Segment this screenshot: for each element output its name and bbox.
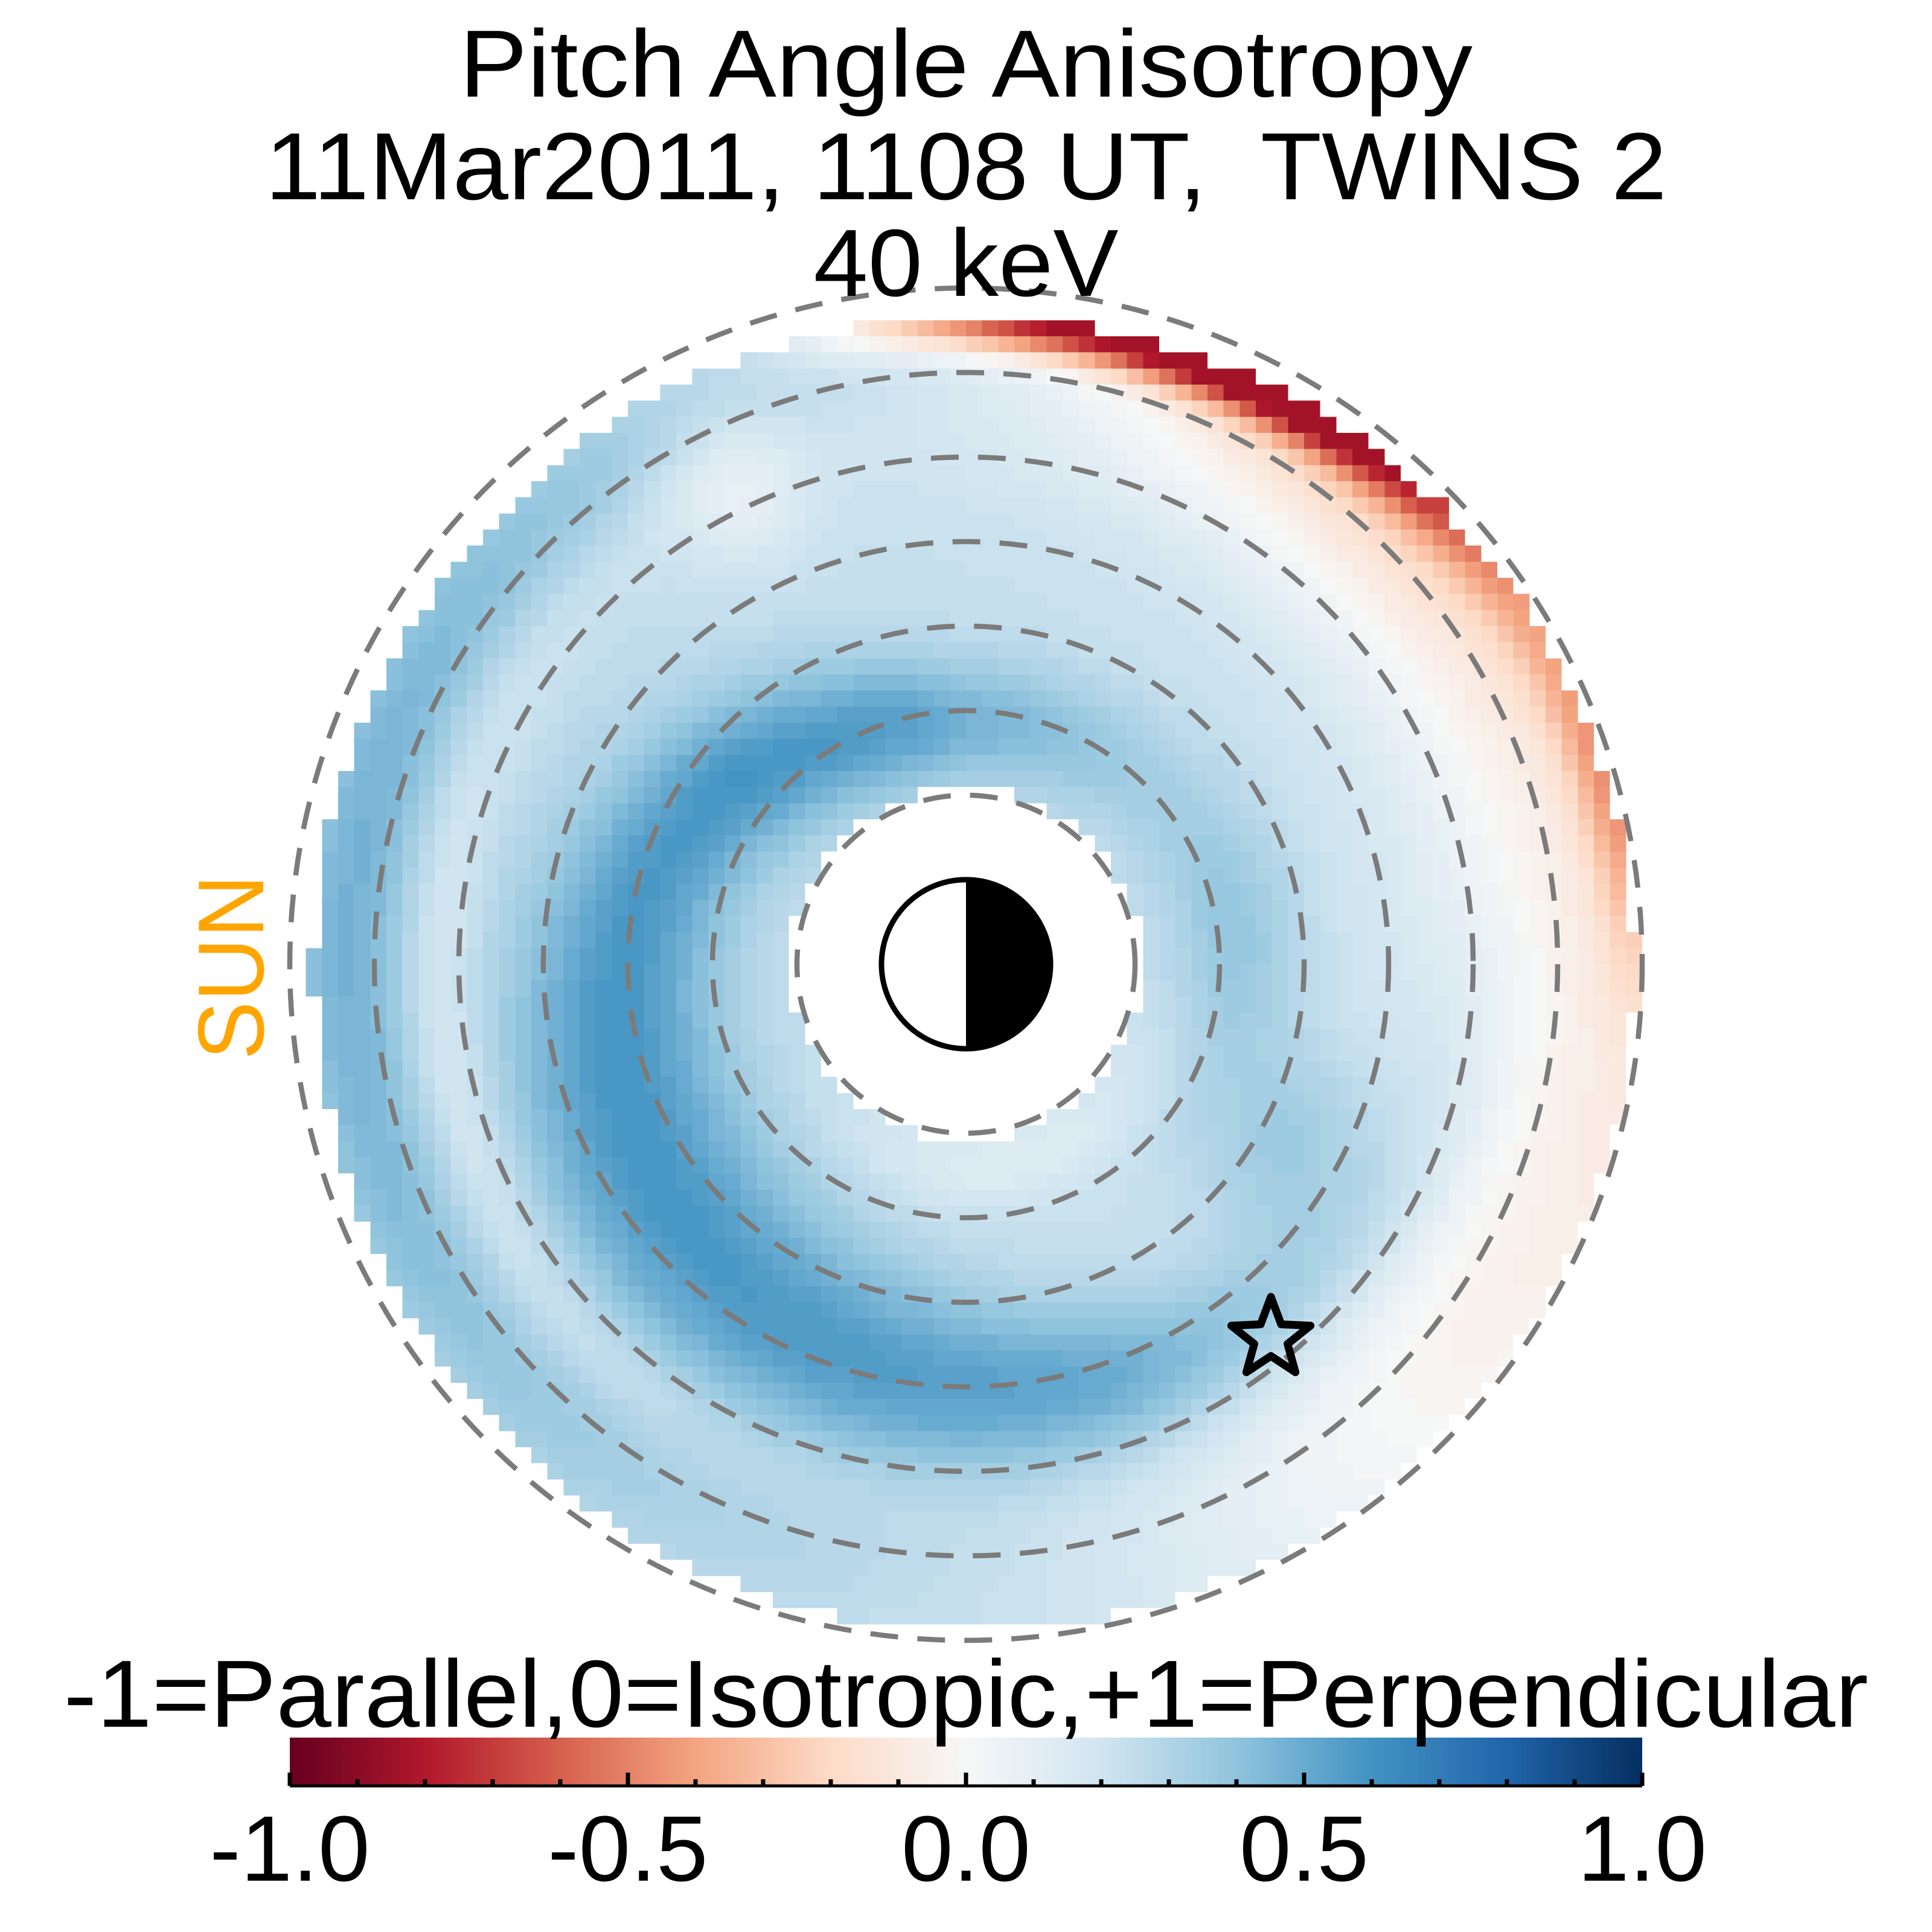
svg-text:0.5: 0.5 [1239, 1797, 1369, 1901]
svg-text:-0.5: -0.5 [548, 1797, 708, 1901]
svg-text:SUN: SUN [179, 875, 283, 1060]
svg-text:40 keV: 40 keV [814, 210, 1119, 316]
svg-text:1.0: 1.0 [1578, 1797, 1707, 1901]
svg-text:-1=Parallel,0=Isotropic,+1=Per: -1=Parallel,0=Isotropic,+1=Perpendicular [64, 1641, 1869, 1747]
svg-text:Pitch Angle Anisotropy: Pitch Angle Anisotropy [459, 11, 1473, 117]
svg-text:0.0: 0.0 [901, 1797, 1031, 1901]
svg-text:11Mar2011, 1108 UT, TWINS 2: 11Mar2011, 1108 UT, TWINS 2 [265, 114, 1667, 220]
svg-text:-1.0: -1.0 [210, 1797, 369, 1901]
